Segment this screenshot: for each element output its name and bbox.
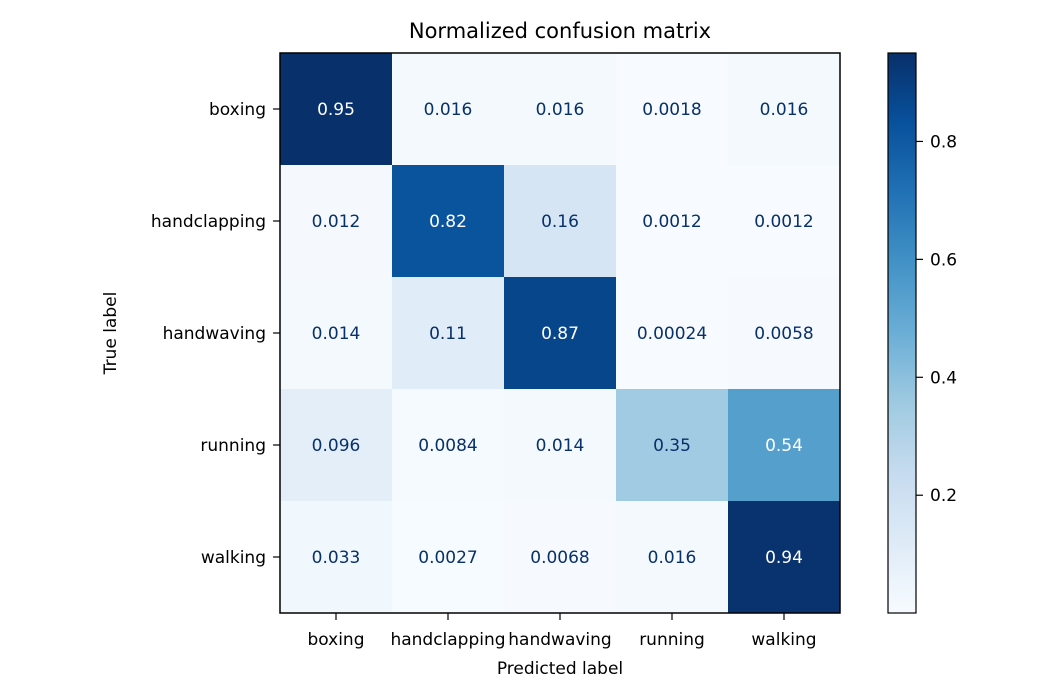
x-tick-label: handwaving: [508, 630, 611, 650]
cell-value-label: 0.014: [536, 436, 585, 456]
y-tick-label: walking: [201, 548, 266, 568]
cell-value-label: 0.014: [312, 324, 361, 344]
cell-value-label: 0.16: [541, 212, 579, 232]
cell-value-label: 0.0018: [642, 100, 701, 120]
cell-value-label: 0.0084: [418, 436, 477, 456]
heatmap-cell: [280, 501, 393, 614]
cell-value-label: 0.54: [765, 436, 803, 456]
cell-value-label: 0.87: [541, 324, 579, 344]
cell-value-label: 0.033: [312, 548, 361, 568]
cell-value-label: 0.00024: [637, 324, 707, 344]
cell-value-label: 0.016: [424, 100, 473, 120]
heatmap-cell: [392, 53, 505, 166]
heatmap-cell: [392, 389, 505, 502]
cell-value-label: 0.012: [312, 212, 361, 232]
colorbar-ticks: 0.2 0.4 0.6 0.8: [916, 132, 957, 506]
cell-value-label: 0.016: [648, 548, 697, 568]
colorbar-tick-label: 0.8: [930, 132, 957, 152]
y-tick-label: handwaving: [163, 324, 266, 344]
heatmap-cell: [504, 53, 617, 166]
heatmap-cell: [280, 277, 393, 390]
cell-value-label: 0.0027: [418, 548, 477, 568]
heatmap-cell: [392, 277, 505, 390]
cell-value-label: 0.016: [536, 100, 585, 120]
colorbar-tick-label: 0.2: [930, 486, 957, 506]
cell-value-label: 0.82: [429, 212, 467, 232]
heatmap-cell-labels: 0.95 0.016 0.016 0.0018 0.016 0.012 0.82 0.16 0.…: [312, 100, 814, 568]
y-tick-label: boxing: [209, 100, 266, 120]
cell-value-label: 0.016: [760, 100, 809, 120]
heatmap-cell: [504, 501, 617, 614]
cell-value-label: 0.0012: [642, 212, 701, 232]
heatmap-cell: [616, 53, 729, 166]
heatmap-cell: [280, 53, 393, 166]
heatmap-cell: [392, 501, 505, 614]
heatmap-cell: [616, 389, 729, 502]
cell-value-label: 0.096: [312, 436, 361, 456]
heatmap-cell: [728, 389, 841, 502]
colorbar: [887, 52, 917, 614]
heatmap-cell: [504, 277, 617, 390]
x-tick-label: walking: [751, 630, 816, 650]
cell-value-label: 0.0058: [754, 324, 813, 344]
x-tick-label: running: [639, 630, 705, 650]
heatmap-cell: [728, 501, 841, 614]
chart-title: Normalized confusion matrix: [409, 19, 711, 43]
cell-value-label: 0.95: [317, 100, 355, 120]
heatmap-cell: [504, 165, 617, 278]
x-axis-ticks: boxing handclapping handwaving running walki…: [307, 613, 817, 650]
y-tick-label: running: [200, 436, 266, 456]
heatmap-cell: [392, 165, 505, 278]
heatmap-cell: [728, 53, 841, 166]
cell-value-label: 0.0068: [530, 548, 589, 568]
heatmap-cell: [504, 389, 617, 502]
heatmap-cells: [280, 53, 841, 614]
heatmap-cell: [728, 277, 841, 390]
heatmap-cell: [616, 501, 729, 614]
heatmap-cell: [280, 389, 393, 502]
heatmap-cell: [280, 165, 393, 278]
cell-value-label: 0.35: [653, 436, 691, 456]
colorbar-tick-label: 0.4: [930, 368, 957, 388]
y-axis-label: True label: [101, 292, 121, 376]
x-axis-label: Predicted label: [497, 659, 623, 679]
heatmap-cell: [728, 165, 841, 278]
heatmap-cell: [616, 277, 729, 390]
cell-value-label: 0.0012: [754, 212, 813, 232]
cell-value-label: 0.94: [765, 548, 803, 568]
colorbar-tick-label: 0.6: [930, 250, 957, 270]
cell-value-label: 0.11: [429, 324, 467, 344]
x-tick-label: handclapping: [390, 630, 505, 650]
y-axis-ticks: boxing handclapping handwaving running walki…: [151, 100, 280, 568]
heatmap-cell: [616, 165, 729, 278]
x-tick-label: boxing: [307, 630, 364, 650]
y-tick-label: handclapping: [151, 212, 266, 232]
